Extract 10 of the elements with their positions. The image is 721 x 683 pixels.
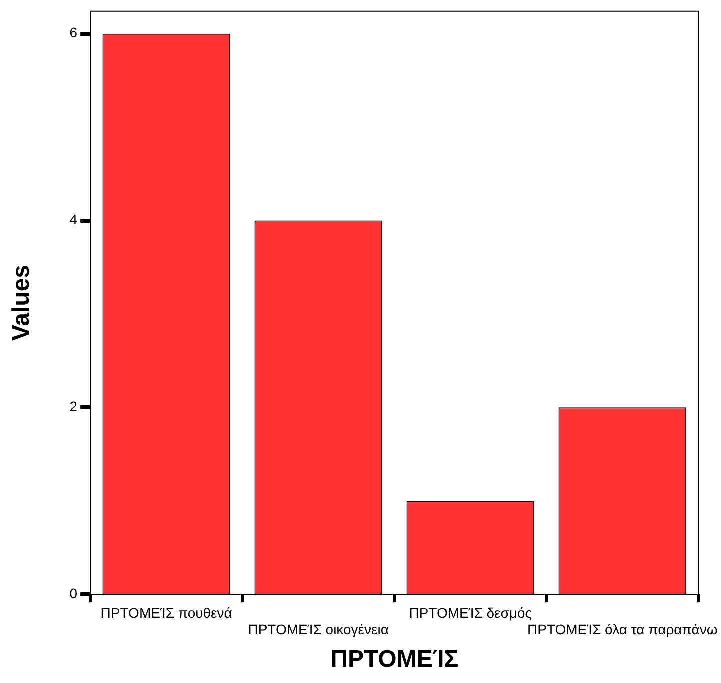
x-axis-title: ΠΡΤΟΜΕΊΣ [330,646,459,674]
x-tick-label: ΠΡΤΟΜΕΊΣ δεσμός [409,604,532,621]
x-tick-label: ΠΡΤΟΜΕΊΣ πουθενά [100,604,232,621]
y-tick-label: 0 [70,585,78,602]
y-tick-label: 4 [70,212,78,228]
y-tick-label: 2 [70,398,78,415]
x-tick-label: ΠΡΤΟΜΕΊΣ οικογένεια [248,622,389,638]
y-tick-label: 6 [70,24,78,41]
x-tick-label: ΠΡΤΟΜΕΊΣ όλα τα παραπάνω [527,622,718,638]
y-axis-title: Values [8,264,36,342]
